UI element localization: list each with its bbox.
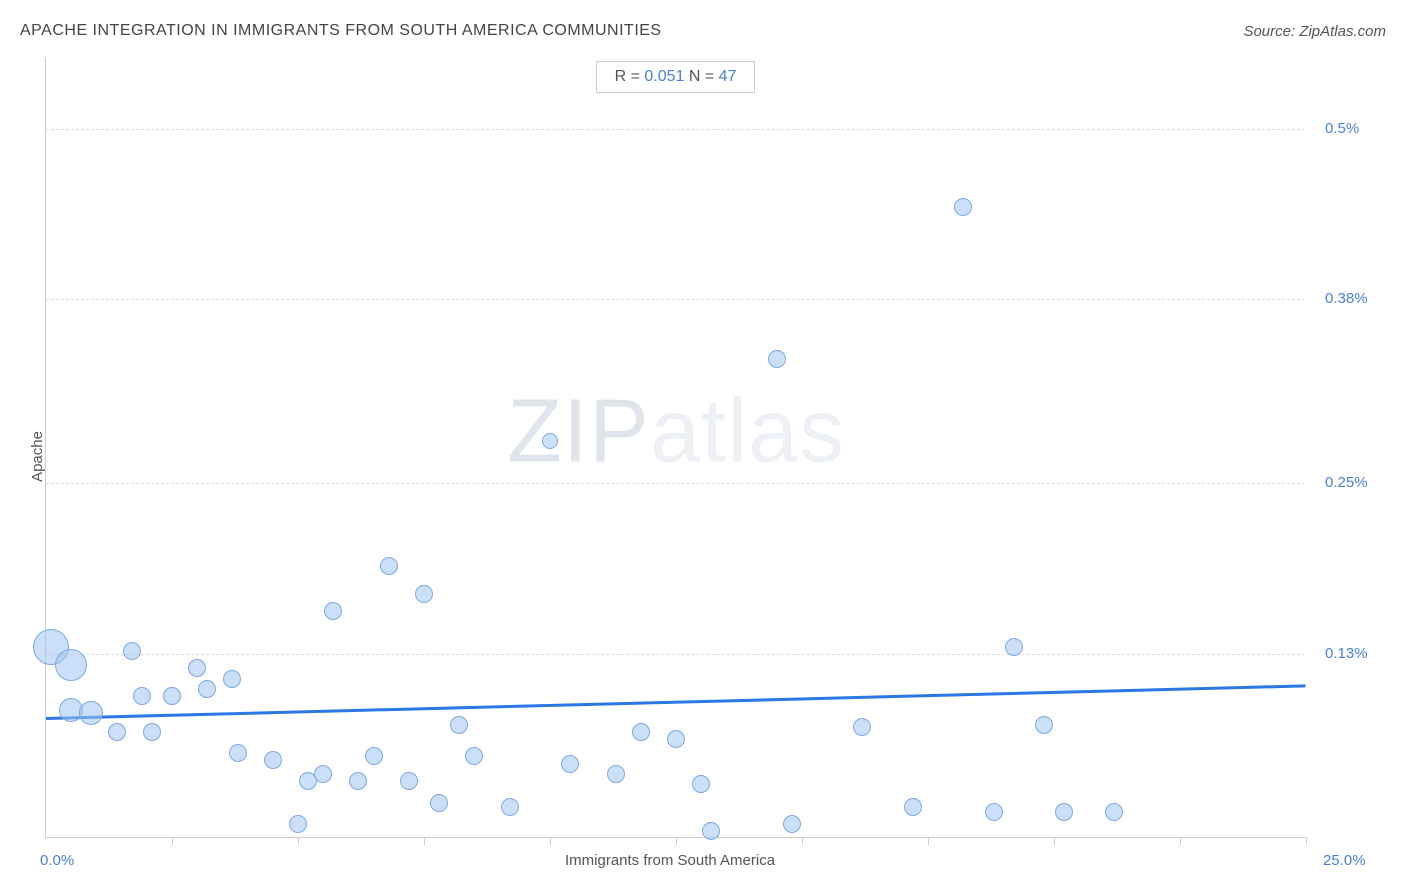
- scatter-point: [702, 822, 720, 840]
- scatter-point: [768, 350, 786, 368]
- scatter-point: [985, 803, 1003, 821]
- scatter-point: [542, 433, 558, 449]
- chart-title: APACHE INTEGRATION IN IMMIGRANTS FROM SO…: [20, 22, 662, 40]
- scatter-point: [853, 718, 871, 736]
- scatter-point: [133, 687, 151, 705]
- scatter-point: [400, 772, 418, 790]
- x-axis-label: Immigrants from South America: [565, 852, 775, 869]
- scatter-point: [79, 701, 103, 725]
- scatter-point: [954, 198, 972, 216]
- scatter-point: [783, 815, 801, 833]
- gridline: [46, 129, 1305, 130]
- scatter-point: [607, 765, 625, 783]
- y-tick-label: 0.13%: [1325, 645, 1368, 662]
- scatter-point: [380, 557, 398, 575]
- scatter-point: [1055, 803, 1073, 821]
- x-tick: [424, 837, 425, 845]
- trendline: [46, 685, 1306, 720]
- watermark: ZIPatlas: [507, 381, 845, 484]
- gridline: [46, 483, 1305, 484]
- scatter-point: [229, 744, 247, 762]
- scatter-point: [365, 747, 383, 765]
- scatter-point: [314, 765, 332, 783]
- scatter-point: [692, 775, 710, 793]
- y-axis-label: Apache: [29, 431, 46, 482]
- scatter-point: [123, 642, 141, 660]
- scatter-point: [1105, 803, 1123, 821]
- scatter-point: [198, 680, 216, 698]
- x-axis-min-label: 0.0%: [40, 852, 74, 869]
- x-tick: [1180, 837, 1181, 845]
- source-attribution: Source: ZipAtlas.com: [1243, 23, 1386, 40]
- scatter-point: [561, 755, 579, 773]
- n-label: N =: [684, 68, 718, 85]
- scatter-point: [188, 659, 206, 677]
- x-tick: [1054, 837, 1055, 845]
- r-label: R =: [615, 68, 645, 85]
- scatter-point: [904, 798, 922, 816]
- scatter-point: [465, 747, 483, 765]
- scatter-point: [632, 723, 650, 741]
- x-tick: [802, 837, 803, 845]
- x-tick: [676, 837, 677, 845]
- scatter-point: [289, 815, 307, 833]
- scatter-point: [163, 687, 181, 705]
- x-tick: [928, 837, 929, 845]
- x-axis-max-label: 25.0%: [1323, 852, 1366, 869]
- scatter-point: [55, 649, 87, 681]
- gridline: [46, 299, 1305, 300]
- x-tick: [298, 837, 299, 845]
- scatter-point: [324, 602, 342, 620]
- y-tick-label: 0.25%: [1325, 474, 1368, 491]
- watermark-atlas: atlas: [650, 382, 845, 482]
- watermark-zip: ZIP: [507, 382, 650, 482]
- scatter-point: [349, 772, 367, 790]
- stats-legend: R = 0.051 N = 47: [596, 61, 756, 93]
- scatter-point: [450, 716, 468, 734]
- scatter-point: [501, 798, 519, 816]
- scatter-point: [264, 751, 282, 769]
- scatter-point: [1035, 716, 1053, 734]
- y-tick-label: 0.38%: [1325, 290, 1368, 307]
- scatter-point: [1005, 638, 1023, 656]
- x-tick: [550, 837, 551, 845]
- scatter-point: [415, 585, 433, 603]
- chart-plot-area: R = 0.051 N = 47 ZIPatlas: [45, 58, 1305, 838]
- scatter-point: [430, 794, 448, 812]
- x-tick: [1306, 837, 1307, 845]
- y-tick-label: 0.5%: [1325, 120, 1359, 137]
- scatter-point: [223, 670, 241, 688]
- scatter-point: [108, 723, 126, 741]
- gridline: [46, 654, 1305, 655]
- n-value: 47: [719, 68, 737, 85]
- r-value: 0.051: [644, 68, 684, 85]
- scatter-point: [143, 723, 161, 741]
- scatter-point: [667, 730, 685, 748]
- x-tick: [172, 837, 173, 845]
